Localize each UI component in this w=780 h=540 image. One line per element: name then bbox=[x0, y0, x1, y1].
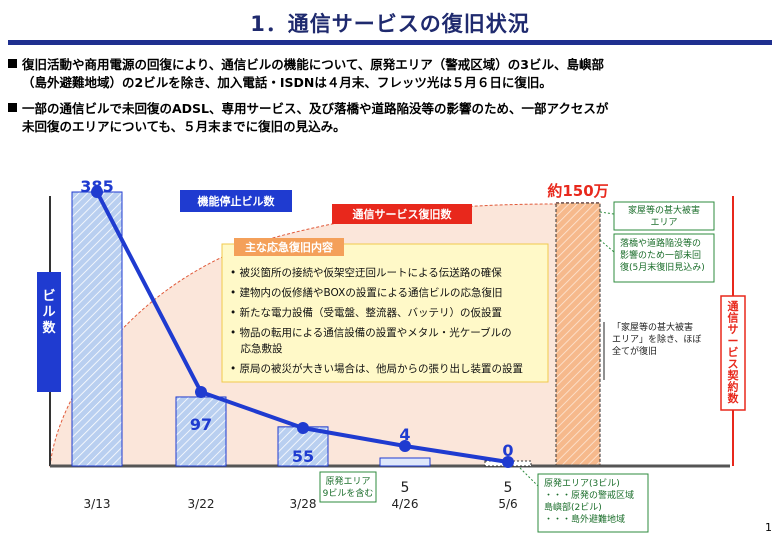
note-3-28-text-line-2: 9ビルを含む bbox=[323, 487, 374, 499]
road-area-text-line-2: 影響のため一部未回 bbox=[620, 249, 701, 261]
measures-item-4: • 物品の転用による通信設備の設置やメタル・光ケーブルの bbox=[230, 326, 512, 339]
ylabel-right-char: 契 bbox=[727, 368, 740, 382]
ylabel-right-char: 約 bbox=[728, 380, 739, 394]
bullet-2-line-2: 未回復のエリアについても、５月末までに復旧の見込み。 bbox=[22, 119, 346, 134]
road-area-box bbox=[613, 233, 715, 283]
road-leader bbox=[599, 239, 615, 253]
point-label-4/26: 4 bbox=[399, 425, 410, 444]
ylabel-right-box bbox=[720, 295, 746, 411]
bullet-2: 一部の通信ビルで未回復のADSL、専用サービス、及び落橋や道路陥没等の影響のため… bbox=[8, 100, 608, 136]
bullet-1: 復旧活動や商用電源の回復により、通信ビルの機能について、原発エリア（警戒区域）の… bbox=[8, 56, 604, 92]
point-3/28 bbox=[297, 422, 309, 434]
damage-area-text-line-2: エリア bbox=[650, 218, 677, 228]
bullet-1-line-2: （島外避難地域）の2ビルを除き、加入電話・ISDNは４月末、フレッツ光は５月６日… bbox=[22, 75, 552, 90]
bullet-square-icon bbox=[8, 59, 17, 68]
bar-3/13 bbox=[71, 191, 123, 467]
except-note-text-line-1: 「家屋等の甚大被害 bbox=[612, 321, 693, 333]
note-5-6-box bbox=[537, 473, 649, 533]
x-tick-3/28: 3/28 bbox=[290, 497, 317, 511]
ylabel-left-char: ル bbox=[42, 305, 55, 320]
bullet-1-line-1: 復旧活動や商用電源の回復により、通信ビルの機能について、原発エリア（警戒区域）の… bbox=[22, 57, 604, 72]
ylabel-right-char: ビ bbox=[728, 345, 739, 359]
measures-item-2: • 建物内の仮修繕やBOXの設置による通信ビルの応急復旧 bbox=[230, 286, 503, 299]
measures-item-3: • 新たな電力設備（受電盤、整流器、バッテリ）の仮設置 bbox=[230, 306, 502, 319]
point-3/22 bbox=[195, 386, 207, 398]
except-note-text-line-3: 全てが復旧 bbox=[612, 345, 657, 357]
note-5-6-text-line-3: 島嶼部(2ビル) bbox=[544, 501, 602, 513]
bar-label-4/26: 5 bbox=[401, 480, 410, 496]
x-tick-4/26: 4/26 bbox=[392, 497, 419, 511]
page-number: 1 bbox=[765, 521, 772, 534]
road-area-text-line-1: 落橋や道路陥没等の bbox=[620, 237, 701, 249]
ylabel-left-char: 数 bbox=[42, 320, 56, 336]
ylabel-left-char: ビ bbox=[42, 288, 55, 304]
note-3-28-text-line-1: 原発エリア bbox=[325, 475, 370, 487]
measures-title-tag bbox=[234, 238, 344, 256]
bar-4/26 bbox=[379, 457, 431, 467]
measures-item-5: 応急敷設 bbox=[230, 342, 283, 355]
ylabel-right: 通信サービス契約数 bbox=[727, 300, 740, 405]
legend-area-text: 通信サービス復旧数 bbox=[353, 207, 453, 221]
ylabel-left: ビル数 bbox=[42, 288, 56, 336]
note-5-6-text-line-1: 原発エリア(3ビル) bbox=[544, 477, 620, 489]
road-area-text-line-3: 復(5月末復旧見込み) bbox=[620, 261, 705, 273]
damage-area-box bbox=[613, 201, 715, 231]
bar-3/22 bbox=[175, 396, 227, 467]
note-5-6-text-line-4: ・・・島外避難地域 bbox=[544, 513, 625, 525]
note-3-28-box bbox=[319, 471, 377, 503]
note-5-6-text-line-2: ・・・原発の警戒区域 bbox=[544, 489, 634, 501]
measures-title: 主な応急復旧内容 bbox=[245, 240, 333, 254]
point-label-3/13: 385 bbox=[80, 177, 113, 196]
legend-line-text: 機能停止ビル数 bbox=[198, 194, 276, 208]
bullet-2-line-1: 一部の通信ビルで未回復のADSL、専用サービス、及び落橋や道路陥没等の影響のため… bbox=[22, 101, 609, 116]
point-3/13 bbox=[91, 186, 103, 198]
x-tick-3/13: 3/13 bbox=[84, 497, 111, 511]
measures-item-1: • 被災箇所の接続や仮架空迂回ルートによる伝送路の確保 bbox=[230, 266, 502, 279]
bar-label-3/22: 97 bbox=[190, 415, 212, 434]
point-label-5/6: 0 bbox=[502, 441, 513, 460]
ylabel-right-char: サ bbox=[728, 323, 739, 336]
bar-label-3/28: 55 bbox=[292, 447, 314, 466]
peak-label: 約150万 bbox=[547, 182, 608, 200]
note-5-6-leader bbox=[519, 467, 539, 487]
x-tick-5/6: 5/6 bbox=[498, 497, 517, 511]
peak-block bbox=[555, 202, 601, 467]
legend-area-tag bbox=[332, 204, 472, 224]
damage-leader bbox=[599, 211, 615, 215]
measures-item-6: • 原局の被災が大きい場合は、他局からの張り出し装置の設置 bbox=[230, 362, 523, 375]
point-4/26 bbox=[399, 440, 411, 452]
ylabel-right-char: ー bbox=[728, 335, 739, 348]
bar-label-5/6: 5 bbox=[504, 480, 513, 496]
bullet-square-icon bbox=[8, 103, 17, 112]
x-tick-3/22: 3/22 bbox=[188, 497, 215, 511]
page-title: 1．通信サービスの復旧状況 bbox=[250, 12, 530, 36]
measures-box bbox=[221, 243, 549, 383]
ylabel-right-char: 信 bbox=[728, 311, 739, 325]
title-rule bbox=[8, 40, 772, 45]
ylabel-right-char: 数 bbox=[728, 391, 740, 405]
except-note-text-line-2: エリア」を除き、ほぼ bbox=[612, 333, 701, 345]
ylabel-right-char: 通 bbox=[728, 300, 739, 313]
ylabel-right-char: ス bbox=[728, 358, 739, 371]
legend-line-tag bbox=[180, 190, 292, 212]
damage-area-text-line-1: 家屋等の甚大被害 bbox=[628, 204, 700, 216]
point-5/6 bbox=[502, 456, 514, 468]
ylabel-left-box bbox=[37, 272, 61, 392]
bar-3/28 bbox=[277, 426, 329, 467]
